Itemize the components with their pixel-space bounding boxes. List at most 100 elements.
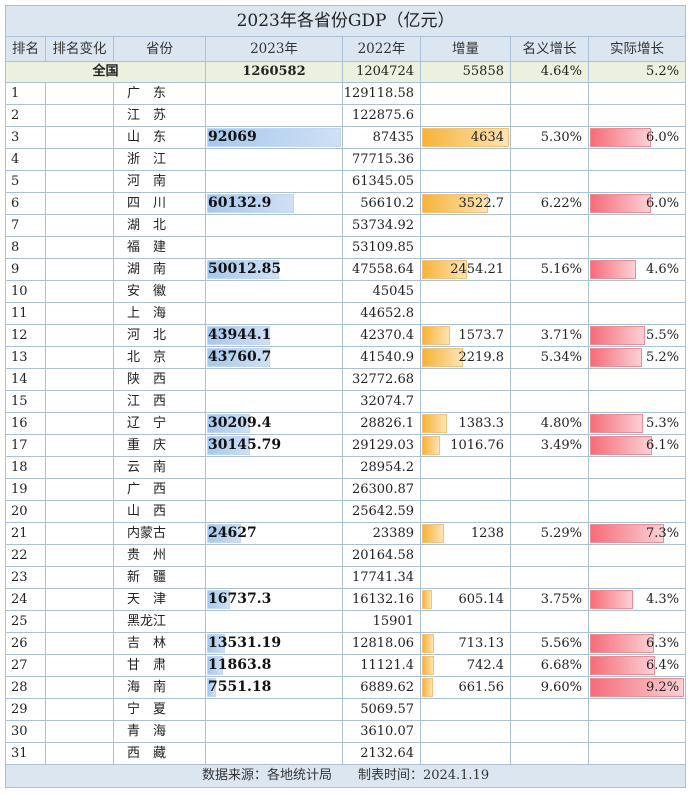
gdp-2023-cell xyxy=(205,742,343,765)
real-growth-cell-value xyxy=(679,218,684,233)
gdp-2022-cell: 23389 xyxy=(342,522,421,545)
real-growth-cell-value xyxy=(679,570,684,585)
national-label: 全国 xyxy=(5,61,206,83)
rank-change-cell xyxy=(45,522,114,545)
gdp-table: 2023年各省份GDP（亿元） 排名 排名变化 省份 2023年 2022年 增… xyxy=(4,5,687,788)
real-growth-cell-value xyxy=(679,86,684,101)
province-cell: 浙 江 xyxy=(113,148,206,171)
gdp-2023-cell: 11863.8 xyxy=(205,654,343,677)
rank-change-cell xyxy=(45,258,114,281)
real-growth-cell: 7.3% xyxy=(587,522,687,545)
province-cell: 天 津 xyxy=(113,588,206,611)
increase-cell-value: 1383.3 xyxy=(458,416,505,431)
gdp-2023-cell-bar xyxy=(207,678,217,697)
header-row: 排名 排名变化 省份 2023年 2022年 增量 名义增长 实际增长 xyxy=(5,36,687,62)
real-growth-cell-value: 6.0% xyxy=(646,130,680,145)
province-cell: 黑龙江 xyxy=(113,610,206,633)
gdp-2023-cell: 7551.18 xyxy=(205,676,343,699)
gdp-2022-cell: 53734.92 xyxy=(342,214,421,237)
increase-cell: 1383.3 xyxy=(420,412,511,435)
increase-cell xyxy=(420,698,511,721)
national-real: 5.2% xyxy=(587,61,687,83)
nominal-growth-cell xyxy=(510,170,589,193)
table-row: 26 吉 林 13531.19 12818.06 713.13 5.56% 6.3% xyxy=(5,632,687,655)
increase-cell xyxy=(420,610,511,633)
real-growth-cell-value: 9.2% xyxy=(646,680,680,695)
gdp-2022-cell: 5069.57 xyxy=(342,698,421,721)
increase-cell: 713.13 xyxy=(420,632,511,655)
table-row: 22 贵 州 20164.58 xyxy=(5,544,687,567)
gdp-2022-cell: 77715.36 xyxy=(342,148,421,171)
increase-cell-bar xyxy=(422,128,509,147)
nominal-growth-cell: 5.29% xyxy=(510,522,589,545)
gdp-2022-cell: 42370.4 xyxy=(342,324,421,347)
gdp-2023-cell-bar xyxy=(207,128,341,147)
rank-cell: 8 xyxy=(5,236,46,259)
gdp-2023-cell: 43944.1 xyxy=(205,324,343,347)
real-growth-cell-value xyxy=(679,152,684,167)
header-real-growth: 实际增长 xyxy=(587,36,687,62)
gdp-2022-cell: 26300.87 xyxy=(342,478,421,501)
increase-cell-value: 1573.7 xyxy=(458,328,505,343)
rank-change-cell xyxy=(45,610,114,633)
real-growth-cell-value xyxy=(679,504,684,519)
gdp-2022-cell: 44652.8 xyxy=(342,302,421,325)
gdp-2023-cell xyxy=(205,478,343,501)
table-row: 27 甘 肃 11863.8 11121.4 742.4 6.68% 6.4% xyxy=(5,654,687,677)
increase-cell-value xyxy=(504,548,510,563)
gdp-2023-cell-value xyxy=(207,723,209,739)
increase-cell xyxy=(420,302,511,325)
real-growth-cell-value: 4.3% xyxy=(646,592,680,607)
rank-change-cell xyxy=(45,698,114,721)
real-growth-cell-bar xyxy=(590,326,646,345)
province-cell: 上 海 xyxy=(113,302,206,325)
gdp-2023-cell-bar xyxy=(207,524,242,543)
table-row: 25 黑龙江 15901 xyxy=(5,610,687,633)
real-growth-cell-bar xyxy=(590,194,651,213)
gdp-2022-cell: 32772.68 xyxy=(342,368,421,391)
real-growth-cell-value xyxy=(679,284,684,299)
gdp-2023-cell-value: 7551.18 xyxy=(208,679,272,695)
gdp-2023-cell-value: 43760.7 xyxy=(208,349,272,365)
province-cell: 宁 夏 xyxy=(113,698,206,721)
rank-cell: 9 xyxy=(5,258,46,281)
nominal-growth-cell xyxy=(510,148,589,171)
gdp-2022-cell: 3610.07 xyxy=(342,720,421,743)
increase-cell xyxy=(420,500,511,523)
rank-cell: 14 xyxy=(5,368,46,391)
increase-cell-value: 2219.8 xyxy=(458,350,505,365)
real-growth-cell-value: 6.3% xyxy=(646,636,680,651)
rank-cell: 23 xyxy=(5,566,46,589)
rank-cell: 3 xyxy=(5,126,46,149)
rank-cell: 22 xyxy=(5,544,46,567)
gdp-2023-cell-value xyxy=(207,371,209,387)
real-growth-cell-bar xyxy=(590,656,655,675)
nominal-growth-cell xyxy=(510,742,589,765)
rank-cell: 28 xyxy=(5,676,46,699)
real-growth-cell xyxy=(587,478,687,501)
increase-cell: 1016.76 xyxy=(420,434,511,457)
header-2023: 2023年 xyxy=(205,36,343,62)
increase-cell xyxy=(420,456,511,479)
real-growth-cell: 4.6% xyxy=(587,258,687,281)
gdp-table-container: 2023年各省份GDP（亿元） 排名 排名变化 省份 2023年 2022年 增… xyxy=(4,5,687,788)
header-rank-change: 排名变化 xyxy=(45,36,114,62)
real-growth-cell xyxy=(587,82,687,105)
gdp-2023-cell-value xyxy=(207,481,209,497)
real-growth-cell xyxy=(587,390,687,413)
table-row: 17 重 庆 30145.79 29129.03 1016.76 3.49% 6.1% xyxy=(5,434,687,457)
gdp-2023-cell-value xyxy=(207,151,209,167)
increase-cell-value xyxy=(504,218,510,233)
gdp-2023-cell-value xyxy=(207,173,209,189)
national-row: 全国 1260582 1204724 55858 4.64% 5.2% xyxy=(5,61,687,83)
increase-cell-bar xyxy=(422,326,451,345)
gdp-2023-cell-bar xyxy=(207,260,279,279)
province-cell: 重 庆 xyxy=(113,434,206,457)
national-2023: 1260582 xyxy=(205,61,343,83)
rank-change-cell xyxy=(45,478,114,501)
gdp-2022-cell: 6889.62 xyxy=(342,676,421,699)
gdp-2023-cell-value xyxy=(207,503,209,519)
real-growth-cell-value xyxy=(679,174,684,189)
real-growth-cell: 5.5% xyxy=(587,324,687,347)
rank-change-cell xyxy=(45,346,114,369)
